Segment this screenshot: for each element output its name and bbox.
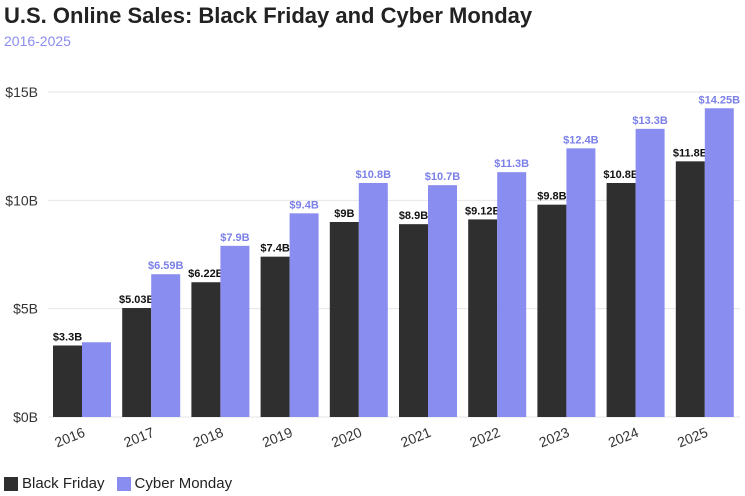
bar-black-friday bbox=[675, 161, 705, 417]
bar-cyber-monday bbox=[428, 185, 457, 417]
legend-item-cyber-monday[interactable]: Cyber Monday bbox=[116, 475, 233, 492]
x-tick-label: 2017 bbox=[121, 424, 156, 451]
legend-label-black-friday: Black Friday bbox=[22, 475, 105, 492]
bar-cyber-monday bbox=[151, 274, 181, 417]
legend: Black Friday Cyber Monday bbox=[4, 475, 244, 492]
data-label-cyber-monday: $13.3B bbox=[632, 115, 668, 127]
data-label-black-friday: $9.12B bbox=[465, 205, 501, 217]
data-label-black-friday: $6.22B bbox=[188, 268, 224, 280]
bar-black-friday bbox=[399, 224, 428, 417]
legend-swatch-cyber-monday bbox=[116, 476, 131, 491]
x-tick-label: 2020 bbox=[329, 424, 364, 451]
bar-black-friday bbox=[468, 219, 498, 417]
data-label-cyber-monday: $10.7B bbox=[425, 171, 461, 183]
bar-cyber-monday bbox=[635, 128, 665, 418]
legend-item-black-friday[interactable]: Black Friday bbox=[4, 475, 105, 492]
chart-subtitle: 2016-2025 bbox=[4, 33, 71, 49]
bar-cyber-monday bbox=[497, 172, 527, 417]
bar-cyber-monday bbox=[220, 245, 250, 417]
data-label-cyber-monday: $12.4B bbox=[563, 134, 599, 146]
bar-cyber-monday bbox=[566, 148, 596, 418]
data-label-cyber-monday: $11.3B bbox=[494, 158, 529, 170]
data-label-black-friday: $11.8B bbox=[673, 147, 708, 159]
x-tick-label: 2021 bbox=[398, 424, 433, 451]
bar-black-friday bbox=[260, 256, 290, 417]
bar-cyber-monday bbox=[289, 213, 319, 417]
data-label-black-friday: $7.4B bbox=[260, 243, 289, 255]
y-tick-label: $0B bbox=[13, 409, 38, 425]
data-label-black-friday: $10.8B bbox=[603, 169, 639, 181]
data-label-black-friday: $9B bbox=[334, 208, 354, 220]
data-label-cyber-monday: $14.25B bbox=[699, 94, 741, 106]
bar-black-friday bbox=[53, 345, 82, 417]
bar-cyber-monday bbox=[82, 342, 111, 417]
bar-black-friday bbox=[606, 183, 636, 417]
data-label-cyber-monday: $6.59B bbox=[148, 260, 184, 272]
bar-cyber-monday bbox=[704, 108, 734, 417]
data-label-cyber-monday: $7.9B bbox=[220, 232, 249, 244]
x-tick-label: 2016 bbox=[52, 424, 87, 451]
x-tick-label: 2018 bbox=[191, 424, 226, 451]
x-tick-label: 2024 bbox=[606, 424, 641, 451]
data-label-cyber-monday: $10.8B bbox=[356, 169, 392, 181]
y-tick-label: $15B bbox=[5, 84, 38, 100]
chart-title: U.S. Online Sales: Black Friday and Cybe… bbox=[4, 3, 533, 28]
y-tick-label: $10B bbox=[5, 192, 38, 208]
x-tick-label: 2022 bbox=[467, 424, 502, 451]
x-tick-label: 2023 bbox=[537, 424, 572, 451]
data-label-black-friday: $9.8B bbox=[537, 191, 566, 203]
bar-black-friday bbox=[122, 308, 152, 417]
legend-swatch-black-friday bbox=[4, 476, 18, 491]
bar-cyber-monday bbox=[358, 183, 388, 417]
bar-black-friday bbox=[537, 204, 567, 417]
data-label-black-friday: $3.3B bbox=[53, 332, 82, 344]
legend-label-cyber-monday: Cyber Monday bbox=[134, 475, 233, 492]
data-label-cyber-monday: $9.4B bbox=[289, 199, 318, 211]
data-label-black-friday: $8.9B bbox=[399, 210, 428, 222]
data-label-black-friday: $5.03B bbox=[119, 294, 155, 306]
x-tick-label: 2025 bbox=[675, 424, 710, 451]
bar-black-friday bbox=[329, 222, 359, 417]
x-tick-label: 2019 bbox=[260, 424, 295, 451]
y-tick-label: $5B bbox=[13, 301, 38, 317]
bar-black-friday bbox=[191, 282, 221, 417]
